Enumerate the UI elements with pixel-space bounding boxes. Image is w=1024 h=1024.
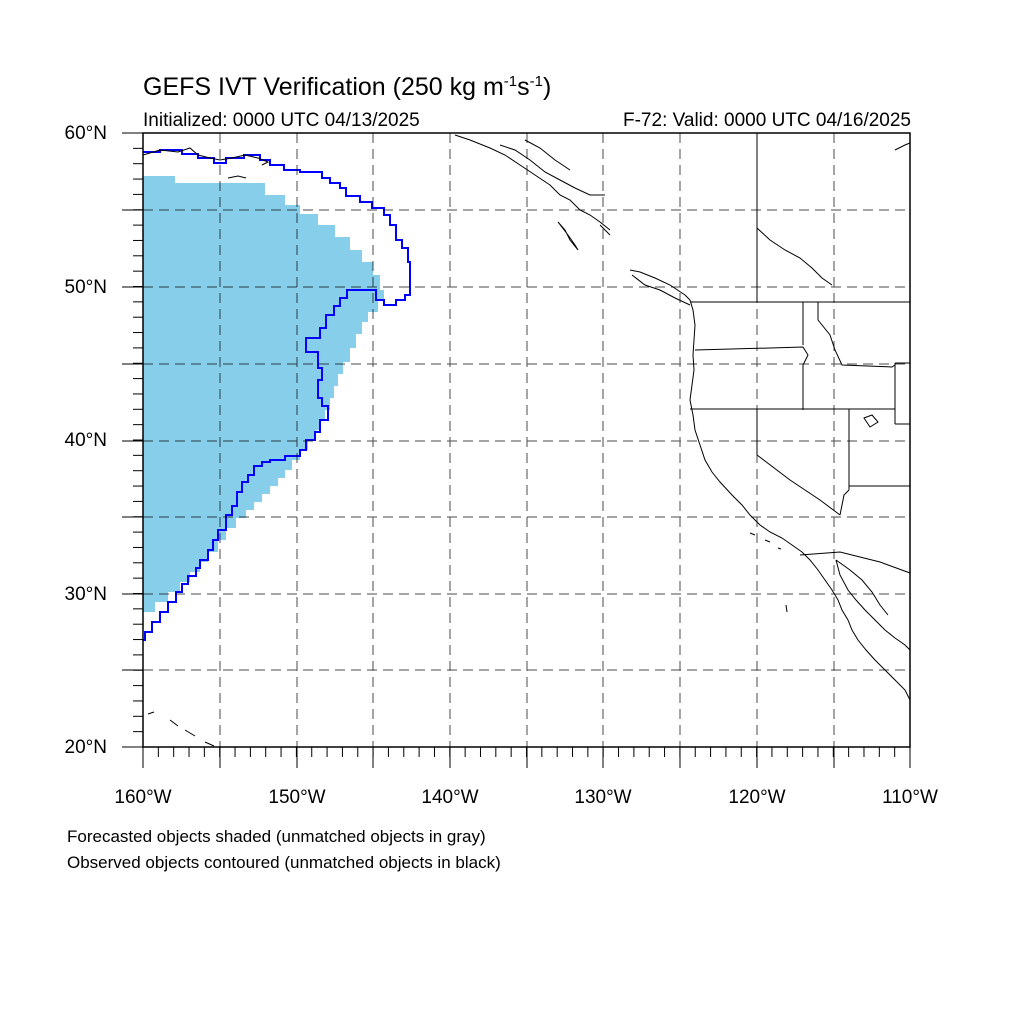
political-borders xyxy=(690,133,911,574)
initialized-time: Initialized: 0000 UTC 04/13/2025 xyxy=(143,110,420,131)
map-title: GEFS IVT Verification (250 kg m-1s-1) xyxy=(143,73,552,101)
lon-label-120w: 120°W xyxy=(728,787,786,808)
lat-label-40n: 40°N xyxy=(64,430,107,451)
lat-label-20n: 20°N xyxy=(64,737,107,758)
lat-label-30n: 30°N xyxy=(64,584,107,605)
footnote-forecast: Forecasted objects shaded (unmatched obj… xyxy=(67,827,486,846)
valid-time: F-72: Valid: 0000 UTC 04/16/2025 xyxy=(623,110,911,131)
lon-label-110w: 110°W xyxy=(882,787,938,808)
lat-label-50n: 50°N xyxy=(64,277,107,298)
lon-label-130w: 130°W xyxy=(574,787,632,808)
lon-label-160w: 160°W xyxy=(114,787,172,808)
lat-label-60n: 60°N xyxy=(64,123,107,144)
forecast-object xyxy=(143,176,384,612)
footnote-observed: Observed objects contoured (unmatched ob… xyxy=(67,853,501,872)
lon-label-140w: 140°W xyxy=(421,787,479,808)
axis-ticks xyxy=(122,132,911,768)
coastlines xyxy=(142,134,911,747)
minor-ticks xyxy=(133,132,911,757)
observed-object-contour xyxy=(143,149,411,641)
lon-label-150w: 150°W xyxy=(268,787,326,808)
